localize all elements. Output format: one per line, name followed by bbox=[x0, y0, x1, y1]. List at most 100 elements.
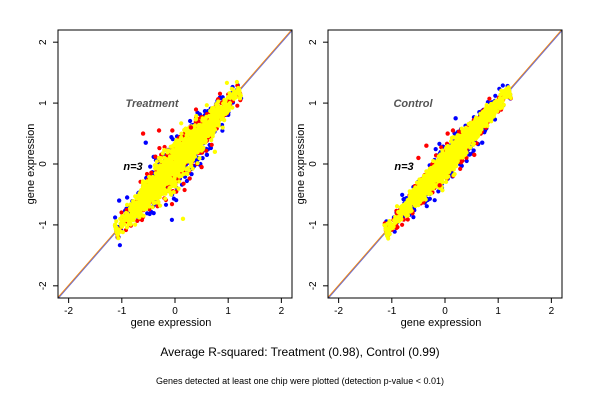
data-point bbox=[421, 192, 426, 197]
data-point bbox=[488, 108, 493, 113]
sample-size-label: n=3 bbox=[123, 161, 142, 173]
data-point bbox=[449, 149, 454, 154]
data-point bbox=[405, 213, 411, 218]
data-point bbox=[485, 112, 490, 117]
data-point bbox=[454, 139, 459, 144]
data-point bbox=[441, 165, 446, 170]
plot-area bbox=[58, 30, 292, 298]
data-point bbox=[177, 147, 182, 152]
data-point bbox=[411, 215, 416, 220]
data-point bbox=[405, 217, 410, 222]
data-point bbox=[220, 125, 225, 130]
data-point bbox=[197, 156, 202, 161]
data-point bbox=[209, 142, 214, 147]
data-point bbox=[153, 154, 158, 159]
data-point bbox=[427, 176, 433, 181]
data-point bbox=[176, 186, 181, 191]
data-point bbox=[428, 173, 433, 178]
data-point bbox=[446, 163, 451, 168]
outlier-point bbox=[199, 164, 204, 170]
outlier-point bbox=[450, 128, 456, 133]
data-point bbox=[409, 194, 414, 200]
data-point bbox=[220, 108, 225, 113]
y-axis-label: gene expression bbox=[295, 124, 307, 205]
data-point bbox=[493, 93, 498, 98]
data-point bbox=[475, 121, 481, 126]
data-point bbox=[460, 155, 465, 160]
data-point bbox=[193, 148, 199, 153]
data-point bbox=[466, 121, 471, 127]
data-point bbox=[458, 145, 463, 150]
y-tick-label: -2 bbox=[308, 281, 319, 290]
data-point bbox=[500, 83, 505, 88]
data-point bbox=[179, 136, 184, 141]
data-point bbox=[445, 154, 450, 159]
data-point bbox=[450, 153, 455, 159]
data-point bbox=[135, 218, 140, 223]
data-point bbox=[230, 87, 235, 92]
data-point bbox=[413, 202, 418, 207]
data-point bbox=[405, 204, 410, 209]
panel-title: Treatment bbox=[126, 98, 180, 110]
data-point bbox=[144, 201, 149, 206]
data-point bbox=[456, 129, 462, 134]
data-point bbox=[177, 179, 182, 184]
data-point bbox=[398, 214, 403, 219]
data-point bbox=[393, 220, 398, 225]
outlier-point bbox=[416, 155, 421, 161]
data-point bbox=[206, 133, 211, 138]
outlier-point bbox=[180, 216, 186, 222]
data-point bbox=[169, 192, 174, 197]
data-point bbox=[179, 121, 184, 126]
data-point bbox=[422, 182, 427, 187]
data-point bbox=[237, 90, 242, 95]
data-point bbox=[162, 147, 167, 153]
data-point bbox=[181, 154, 186, 159]
data-point bbox=[400, 192, 405, 197]
data-point bbox=[148, 183, 153, 188]
data-point bbox=[136, 203, 141, 208]
data-point bbox=[164, 174, 169, 179]
data-point bbox=[447, 145, 452, 150]
data-point bbox=[440, 188, 445, 193]
data-point bbox=[178, 173, 183, 178]
data-point bbox=[433, 147, 438, 152]
data-point bbox=[149, 180, 154, 185]
data-point bbox=[169, 202, 175, 207]
data-point bbox=[459, 126, 464, 131]
data-point bbox=[464, 158, 469, 164]
data-point bbox=[174, 170, 179, 175]
data-point bbox=[405, 207, 410, 212]
data-point bbox=[137, 215, 142, 220]
data-point bbox=[137, 212, 143, 217]
data-point bbox=[227, 101, 232, 106]
data-point bbox=[147, 174, 152, 179]
data-point bbox=[187, 137, 192, 142]
data-point bbox=[394, 216, 399, 221]
data-point bbox=[161, 179, 166, 184]
data-point bbox=[446, 174, 451, 179]
plot-area bbox=[328, 30, 562, 298]
outlier-point bbox=[424, 143, 429, 148]
data-point bbox=[447, 160, 452, 165]
data-point bbox=[439, 145, 444, 150]
x-tick-label: -2 bbox=[64, 306, 73, 317]
data-point bbox=[144, 171, 150, 177]
data-point bbox=[139, 202, 145, 208]
data-point bbox=[461, 146, 466, 151]
data-point bbox=[195, 161, 200, 166]
data-point bbox=[181, 181, 186, 186]
data-point bbox=[395, 225, 400, 230]
data-point bbox=[173, 141, 178, 146]
data-point bbox=[473, 124, 478, 129]
data-point bbox=[434, 172, 439, 177]
data-point bbox=[439, 171, 444, 176]
outlier-point bbox=[170, 128, 175, 133]
y-tick-label: 2 bbox=[308, 39, 319, 45]
data-point bbox=[163, 196, 168, 201]
data-point bbox=[220, 115, 225, 120]
data-point bbox=[150, 174, 155, 180]
data-point bbox=[465, 135, 470, 140]
data-point bbox=[172, 179, 178, 184]
data-point bbox=[145, 211, 150, 216]
